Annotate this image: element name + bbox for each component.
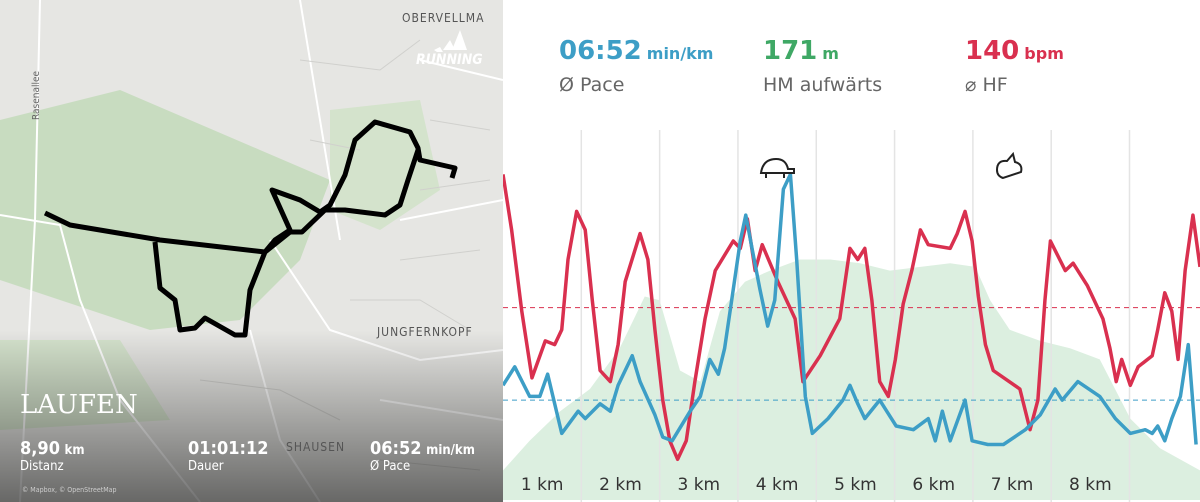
data-line [503,174,1200,462]
x-tick-label: 3 km [677,475,720,495]
fast-icon [995,151,1023,180]
stat-value: 06:52 [370,438,422,459]
chart: 1 km 2 km 3 km 4 km 5 km 6 km 7 km 8 km [503,130,1200,502]
summary-stat: 140 bpm ⌀ HF [965,36,1064,96]
x-tick-label: 1 km [521,475,564,495]
place-label: JUNGFERNKOPF [377,325,473,339]
stat-label: Dauer [188,459,224,474]
stat-label: Distanz [20,459,64,474]
map-stat: 01:01:12 Dauer [188,438,269,474]
summary-value: 171 [763,36,818,66]
x-tick-label: 4 km [756,475,799,495]
stat-label: Ø Pace [370,459,411,474]
summary-value: 06:52 [559,36,642,66]
summary-unit: min/km [646,44,714,63]
stat-unit: km [64,443,85,458]
x-tick-label: 2 km [599,475,642,495]
summary-unit: m [822,44,839,63]
brand-logo [434,30,467,52]
brand-name: RUNNING [416,52,483,68]
street-label: Rasenallee [31,70,42,120]
stat-value: 8,90 [20,438,60,459]
x-tick-label: 5 km [834,475,877,495]
x-tick-label: 6 km [912,475,955,495]
data-line [503,172,1198,447]
activity-title: LAUFEN [20,390,138,420]
summary-label: HM aufwärts [763,74,883,96]
forest [0,90,330,330]
summary-label: Ø Pace [559,74,625,96]
stats-panel: 06:52 min/km Ø Pace 171 m HM aufwärts 140 bpm… [503,0,1200,502]
place-label: SHAUSEN [286,440,346,454]
elevation-area [503,259,1200,500]
summary-value: 140 [965,36,1020,66]
stat-value: 01:01:12 [188,438,269,459]
x-tick-label: 7 km [991,475,1034,495]
slow-icon [759,157,795,178]
route [43,119,458,338]
summary-label: ⌀ HF [965,74,1008,96]
summary-stat: 06:52 min/km Ø Pace [559,36,713,96]
map-stat: 06:52 min/km Ø Pace [370,438,475,474]
bottom-shade [0,330,503,502]
summary-unit: bpm [1024,44,1064,63]
map-stat: 8,90 km Distanz [20,438,85,474]
map [0,0,503,502]
summary-stat: 171 m HM aufwärts [763,36,882,96]
stat-unit: min/km [426,443,475,458]
attribution: © Mapbox, © OpenStreetMap [22,486,117,494]
x-tick-label: 8 km [1069,475,1112,495]
place-label: OBERVELLMA [402,11,485,25]
